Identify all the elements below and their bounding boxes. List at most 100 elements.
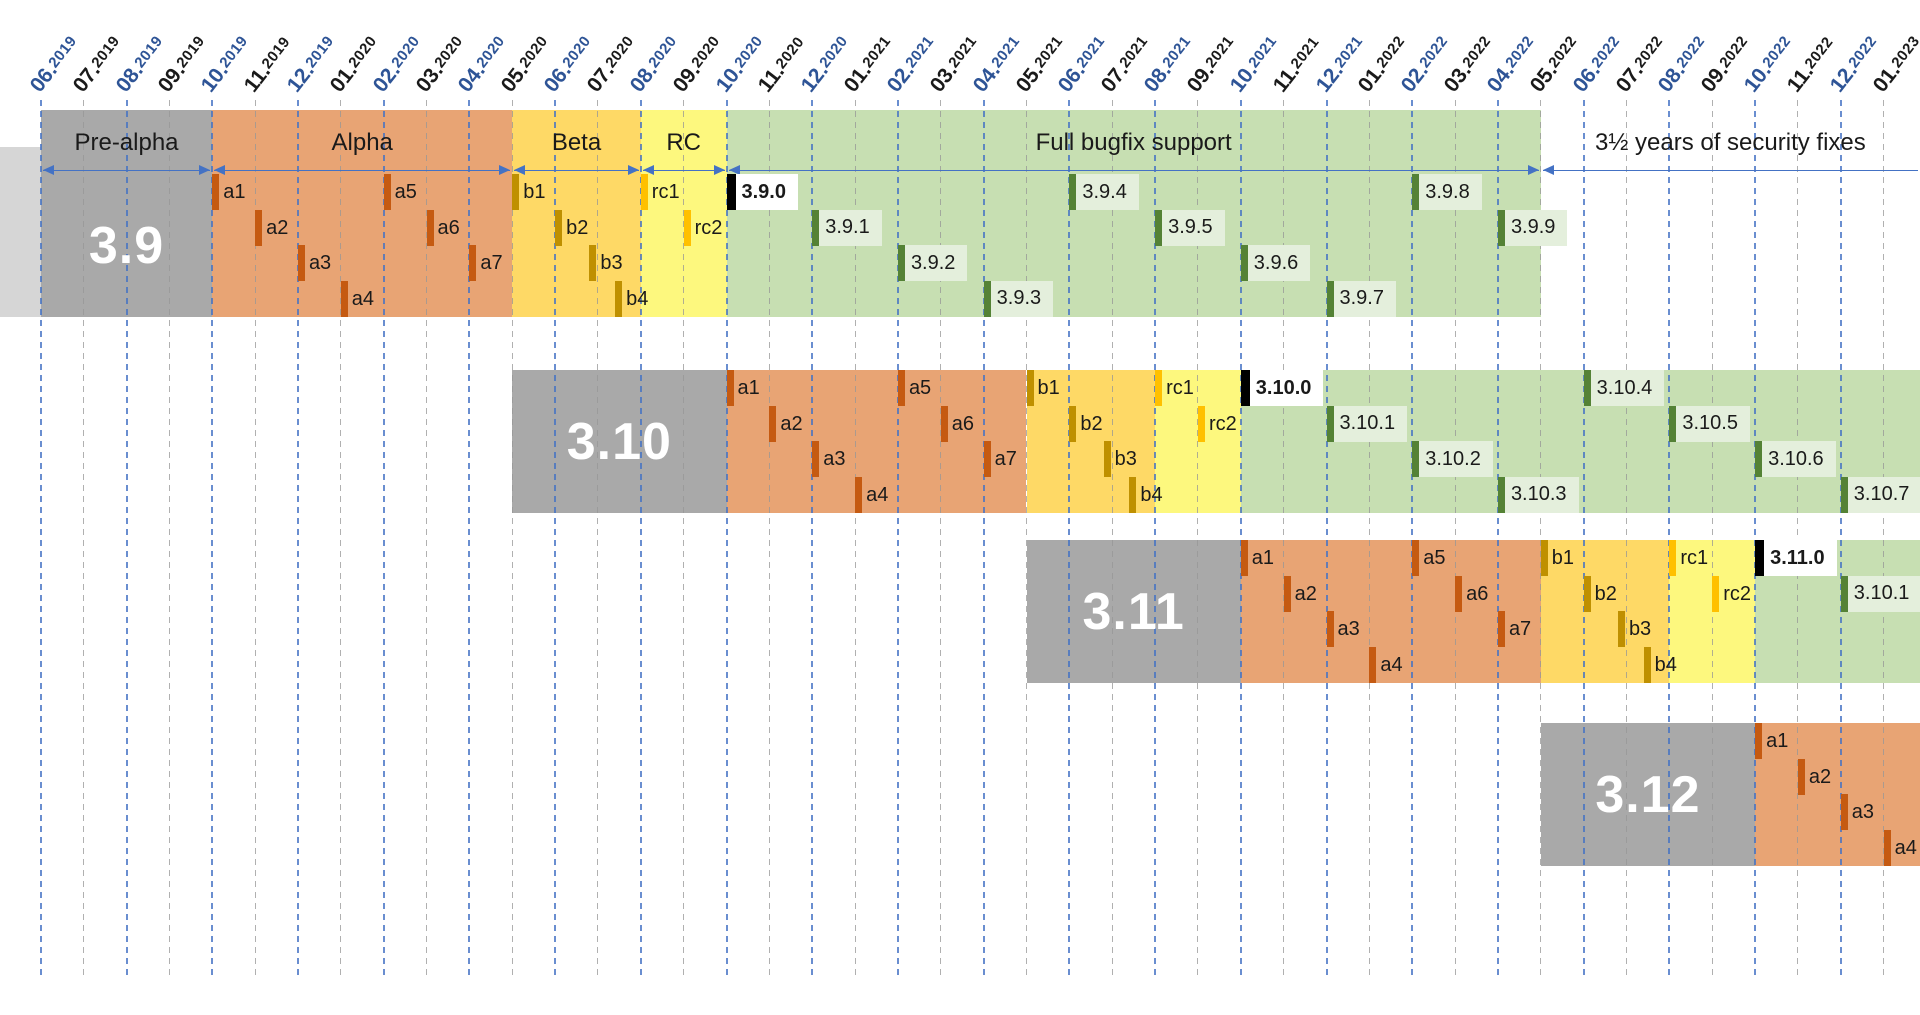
marker-rc-rc2 [1712, 575, 1720, 612]
marker-label-beta-b1: b1 [523, 181, 546, 203]
marker-alpha-a1 [212, 174, 220, 210]
marker-label-alpha-a2: a2 [1294, 582, 1317, 605]
marker-label-alpha-a2: a2 [1808, 765, 1832, 788]
phase-arrow-line [42, 170, 211, 171]
release-chip-release-3-10-3: 3.10.3 [1497, 476, 1579, 513]
arrow-left-icon [642, 165, 654, 176]
gridline-month [1454, 100, 1456, 977]
phase-label-beta: Beta [551, 129, 602, 156]
marker-beta-b4 [1643, 646, 1651, 683]
marker-label-beta-b2: b2 [566, 216, 589, 239]
marker-alpha-a3 [297, 245, 305, 281]
release-label: 3.11.0 [1770, 546, 1825, 569]
gridline-month [1496, 100, 1499, 977]
gridline-month [511, 100, 513, 977]
release-chip-release-3-9-4: 3.9.4 [1069, 174, 1139, 210]
phase-band-alpha [726, 370, 1027, 513]
month-year: 2022 [1545, 32, 1581, 72]
gridline-month [1026, 100, 1027, 977]
gridline-month [83, 100, 85, 977]
arrow-left-icon [214, 165, 226, 176]
gridline-month [768, 100, 770, 977]
phase-arrow-line [642, 170, 725, 171]
phase-band-pre-alpha-stub [0, 147, 41, 317]
release-chip-release-3-10-4: 3.10.4 [1583, 370, 1665, 406]
release-marker-release-3-10-1 [1840, 575, 1848, 612]
month-year: 2022 [1630, 32, 1666, 72]
gridline-month [683, 100, 685, 977]
arrow-left-icon [728, 165, 740, 176]
marker-alpha-a6 [1455, 575, 1463, 612]
marker-label-alpha-a1: a1 [1251, 547, 1275, 569]
gridline-month [597, 100, 599, 977]
marker-label-alpha-a3: a3 [823, 448, 846, 470]
release-label: 3.10.6 [1768, 447, 1824, 470]
gridline-month [896, 100, 899, 977]
marker-alpha-a3 [812, 441, 820, 477]
gridline-month [39, 100, 42, 977]
marker-alpha-a7 [983, 441, 991, 477]
gridline-month [940, 100, 942, 977]
release-marker-release-3-10-6 [1755, 441, 1763, 477]
marker-label-alpha-a1: a1 [737, 377, 760, 399]
arrow-right-icon [627, 165, 639, 176]
release-chip-release-3-10-1: 3.10.1 [1840, 575, 1920, 612]
phase-arrow-line [514, 170, 639, 171]
marker-label-alpha-a3: a3 [1851, 801, 1875, 823]
gridline-month [382, 100, 385, 977]
release-label: 3.9.9 [1510, 216, 1556, 238]
marker-label-alpha-a5: a5 [908, 377, 932, 399]
release-marker-release-3-10-5 [1669, 405, 1677, 442]
release-label: 3.10.7 [1853, 483, 1910, 505]
month-year: 2022 [1459, 32, 1495, 72]
month-year: 2022 [1845, 32, 1881, 72]
gridline-month [1668, 100, 1671, 977]
phase-band-pre-alpha [1026, 540, 1241, 683]
marker-label-beta-b3: b3 [1114, 448, 1137, 470]
marker-label-beta-b2: b2 [1594, 582, 1617, 605]
marker-label-rc-rc1: rc1 [1166, 377, 1194, 399]
release-marker-release-3-9-1 [812, 209, 820, 246]
phase-label-pre-alpha: Pre-alpha [74, 129, 179, 156]
release-marker-release-3-9-5 [1155, 209, 1163, 246]
release-marker-release-3-10-4 [1583, 370, 1591, 406]
gridline-month [168, 100, 170, 977]
phase-label-3-years-of-security-fixes: 3½ years of security fixes [1594, 129, 1866, 156]
release-chip-release-3-9-3: 3.9.3 [983, 280, 1054, 317]
gridline-month [254, 100, 256, 977]
release-label: 3.10.0 [1255, 376, 1312, 399]
month-year: 2022 [1416, 32, 1452, 72]
release-label: 3.9.5 [1168, 216, 1213, 238]
gridline-month [1325, 100, 1328, 977]
month-year: 2020 [559, 32, 595, 72]
release-label: 3.10.1 [1339, 412, 1396, 434]
release-chip-release-3-9-5: 3.9.5 [1155, 209, 1225, 246]
gridline-month [1883, 100, 1885, 977]
release-marker-release0-3-9-0 [726, 174, 736, 210]
release-label: 3.9.7 [1339, 287, 1384, 309]
release-chip-release-3-10-5: 3.10.5 [1669, 405, 1750, 442]
month-year: 2021 [1030, 32, 1066, 72]
marker-label-alpha-a5: a5 [1423, 547, 1446, 569]
release-marker-release-3-10-1 [1326, 405, 1334, 442]
marker-label-alpha-a3: a3 [308, 252, 332, 274]
marker-alpha-a1 [1755, 723, 1763, 759]
month-year: 2021 [902, 32, 938, 72]
arrow-right-icon [713, 165, 725, 176]
month-year: 2019 [45, 32, 81, 72]
release-marker-release-3-10-2 [1412, 441, 1420, 477]
version-label-3-11: 3.11 [1082, 582, 1185, 641]
gridline-month [1626, 100, 1627, 977]
marker-beta-b3 [589, 245, 597, 281]
marker-label-alpha-a4: a4 [351, 287, 375, 310]
phase-label-alpha: Alpha [331, 129, 393, 156]
release-label: 3.9.6 [1253, 251, 1299, 274]
release-chip-release0-3-11-0: 3.11.0 [1755, 540, 1837, 576]
phase-arrow-line [1542, 170, 1918, 171]
marker-alpha-a4 [340, 280, 348, 317]
gridline-month [811, 100, 814, 977]
gridline-month [211, 100, 214, 977]
marker-beta-b4 [615, 280, 623, 317]
marker-label-rc-rc2: rc2 [1723, 582, 1752, 605]
month-year: 2021 [987, 32, 1024, 72]
